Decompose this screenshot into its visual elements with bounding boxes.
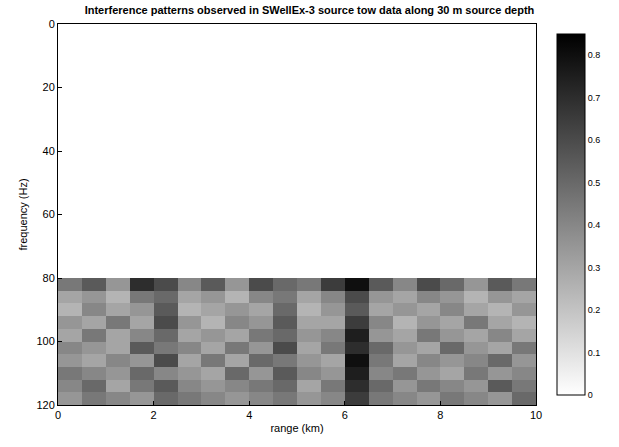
svg-text:100: 100 — [36, 335, 54, 347]
svg-text:0.6: 0.6 — [588, 135, 601, 145]
svg-text:frequency (Hz): frequency (Hz) — [17, 178, 29, 250]
svg-text:2: 2 — [151, 409, 157, 421]
svg-text:0.4: 0.4 — [588, 220, 601, 230]
svg-text:0.1: 0.1 — [588, 348, 601, 358]
svg-text:Interference patterns observed: Interference patterns observed in SWellE… — [85, 4, 535, 16]
svg-text:range (km): range (km) — [270, 422, 323, 434]
svg-text:0.8: 0.8 — [588, 50, 601, 60]
svg-text:0: 0 — [588, 390, 593, 400]
svg-text:40: 40 — [43, 145, 55, 157]
svg-text:120: 120 — [36, 399, 54, 411]
svg-text:0.2: 0.2 — [588, 305, 601, 315]
svg-text:0: 0 — [55, 409, 61, 421]
svg-text:20: 20 — [43, 81, 55, 93]
svg-text:4: 4 — [246, 409, 252, 421]
svg-text:0.5: 0.5 — [588, 178, 601, 188]
svg-text:6: 6 — [342, 409, 348, 421]
svg-text:10: 10 — [530, 409, 542, 421]
svg-text:80: 80 — [43, 272, 55, 284]
svg-text:8: 8 — [437, 409, 443, 421]
svg-text:60: 60 — [43, 208, 55, 220]
svg-text:0: 0 — [49, 18, 55, 30]
svg-text:0.3: 0.3 — [588, 263, 601, 273]
svg-text:0.7: 0.7 — [588, 93, 601, 103]
